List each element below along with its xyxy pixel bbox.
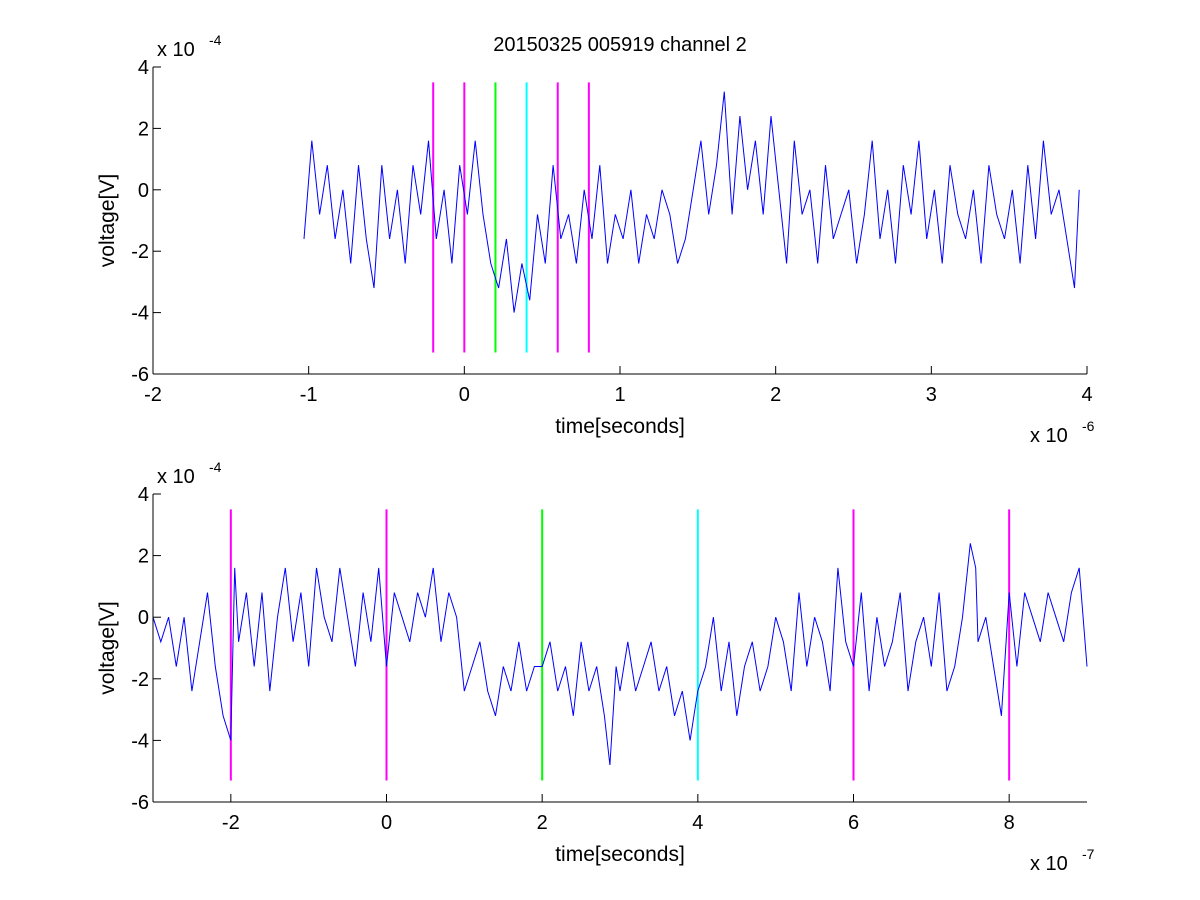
chart-0-y-exponent-power: -4 <box>209 32 222 48</box>
chart-0-x-tick-label: -1 <box>300 384 318 406</box>
chart-0-x-tick-label: 3 <box>926 384 937 406</box>
bottom-plot-panel: -2 0 2 4 6 8 -6 -4 -2 0 2 4 x 10 -4 x 10 -7 time[seconds… <box>96 459 1095 875</box>
chart-1-x-exponent-label: x 10 <box>1030 853 1068 875</box>
chart-0-x-tick-label: 1 <box>614 384 625 406</box>
chart-0-x-axis-label: time[seconds] <box>555 415 685 438</box>
chart-1-x-tick-label: -2 <box>222 812 240 834</box>
chart-0-y-tick-label: 4 <box>138 57 149 79</box>
chart-0-x-tick-label: 0 <box>459 384 470 406</box>
chart-1-y-axis-label: voltage[V] <box>96 601 119 694</box>
chart-1-series-line-0 <box>152 543 1088 766</box>
chart-0-y-tick-label: 2 <box>138 118 149 140</box>
chart-0-x-exponent-power: -6 <box>1082 418 1095 434</box>
chart-1-y-exponent-label: x 10 <box>157 466 195 488</box>
chart-1-y-tick-label: 0 <box>138 607 149 629</box>
chart-1-y-tick-label: -4 <box>131 730 149 752</box>
chart-1-y-tick-label: 2 <box>138 546 149 568</box>
chart-1-x-tick-label: 2 <box>537 812 548 834</box>
chart-0-series-line-0 <box>303 91 1080 313</box>
chart-0-y-exponent-label: x 10 <box>157 39 195 61</box>
chart-1-y-exponent-power: -4 <box>209 459 222 475</box>
chart-0-y-tick-label: -2 <box>131 241 149 263</box>
chart-0-y-axis-label: voltage[V] <box>96 174 119 267</box>
chart-1-x-tick-label: 4 <box>692 812 703 834</box>
chart-0-y-tick-label: -6 <box>131 364 149 386</box>
chart-1-x-tick-label: 8 <box>1004 812 1015 834</box>
chart-1-x-tick-label: 6 <box>848 812 859 834</box>
chart-1-y-tick-label: 4 <box>138 484 149 506</box>
chart-0-y-tick-label: -4 <box>131 303 149 325</box>
chart-0-x-tick-label: -2 <box>144 384 162 406</box>
chart-1-y-tick-label: -6 <box>131 792 149 814</box>
chart-0-x-tick-label: 2 <box>770 384 781 406</box>
chart-1-y-tick-label: -2 <box>131 669 149 691</box>
figure-title: 20150325 005919 channel 2 <box>493 34 747 56</box>
chart-1-x-exponent-power: -7 <box>1082 846 1095 862</box>
chart-1-x-tick-label: 0 <box>381 812 392 834</box>
top-plot-panel: -2 -1 0 1 2 3 4 -6 -4 -2 0 2 4 x 10 -4 x 10 -6 time[secon… <box>96 32 1095 447</box>
chart-0-y-tick-label: 0 <box>138 180 149 202</box>
chart-0-x-tick-label: 4 <box>1081 384 1092 406</box>
chart-1-x-axis-label: time[seconds] <box>555 843 685 866</box>
chart-0-x-exponent-label: x 10 <box>1030 425 1068 447</box>
